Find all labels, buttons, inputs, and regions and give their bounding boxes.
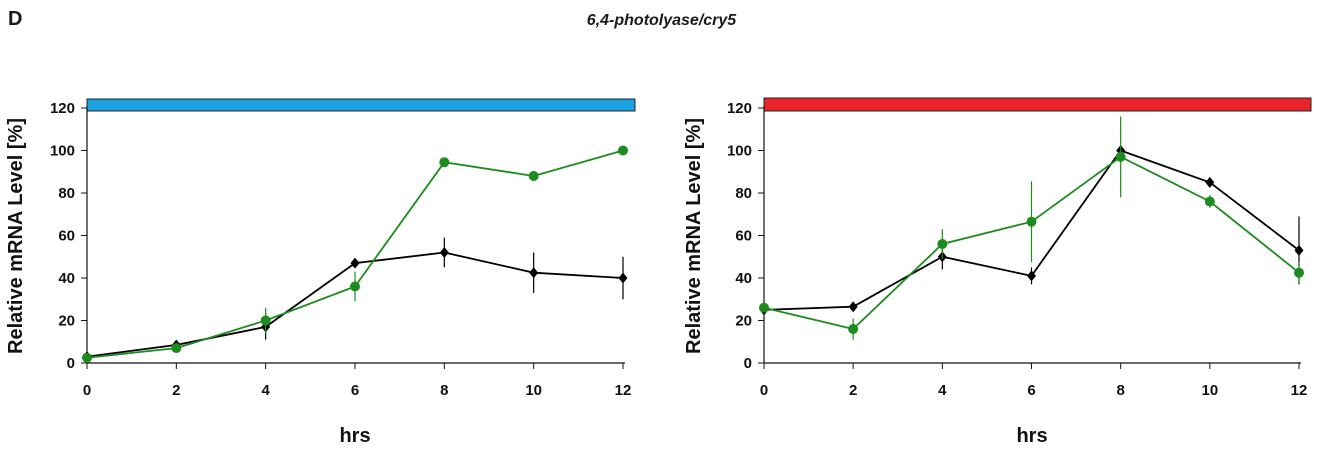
data-point	[260, 315, 271, 326]
y-tick-label: 120	[727, 100, 752, 117]
x-tick-label: 10	[1201, 382, 1218, 399]
y-tick-label: 100	[727, 143, 752, 160]
data-point	[1205, 176, 1215, 188]
data-point	[848, 301, 858, 313]
data-point	[528, 171, 539, 181]
x-tick-label: 2	[172, 382, 180, 399]
data-point	[937, 239, 948, 249]
data-point	[1294, 267, 1304, 278]
panel-letter: D	[8, 8, 23, 30]
x-tick-label: 8	[1116, 382, 1124, 399]
y-axis-label: Relative mRNA Level [%]	[5, 118, 27, 354]
x-tick-label: 8	[440, 382, 448, 399]
data-point	[529, 267, 539, 279]
x-tick-label: 12	[615, 382, 632, 399]
x-tick-label: 2	[849, 382, 857, 399]
x-tick-label: 10	[525, 382, 542, 399]
data-point	[1026, 216, 1037, 227]
x-axis-label: hrs	[1016, 425, 1047, 447]
y-tick-label: 0	[744, 355, 752, 372]
x-axis-label: hrs	[339, 425, 370, 447]
y-tick-label: 20	[58, 313, 75, 330]
data-point	[82, 352, 92, 363]
data-point	[350, 257, 360, 269]
x-tick-label: 0	[760, 382, 768, 399]
x-tick-label: 4	[261, 382, 270, 399]
data-point	[350, 281, 360, 292]
y-tick-label: 0	[67, 355, 75, 372]
data-point	[1204, 196, 1215, 207]
y-tick-label: 40	[58, 270, 75, 287]
data-point	[439, 157, 450, 168]
data-point	[1027, 270, 1036, 282]
data-point	[1294, 244, 1304, 256]
y-tick-label: 80	[58, 185, 75, 202]
data-point	[759, 302, 769, 313]
series-line	[86, 149, 624, 359]
x-tick-label: 12	[1291, 382, 1308, 399]
y-tick-label: 40	[735, 270, 752, 287]
x-tick-label: 0	[83, 382, 91, 399]
data-point	[171, 343, 182, 354]
y-tick-label: 60	[735, 228, 752, 245]
y-tick-label: 120	[50, 100, 75, 117]
y-tick-label: 80	[735, 185, 752, 202]
y-tick-label: 60	[58, 228, 75, 245]
x-tick-label: 6	[351, 382, 359, 399]
figure-title: 6,4-photolyase/cry5	[586, 12, 737, 29]
y-axis-label: Relative mRNA Level [%]	[683, 118, 705, 354]
x-tick-label: 4	[938, 382, 947, 399]
data-point	[848, 324, 859, 334]
data-point	[439, 247, 449, 258]
data-point	[618, 145, 628, 156]
data-point	[618, 272, 628, 284]
data-point	[1115, 151, 1126, 162]
condition-bar	[86, 98, 636, 112]
condition-bar	[763, 97, 1312, 112]
x-tick-label: 6	[1027, 382, 1035, 399]
y-tick-label: 100	[50, 143, 75, 160]
y-tick-label: 20	[735, 313, 752, 330]
